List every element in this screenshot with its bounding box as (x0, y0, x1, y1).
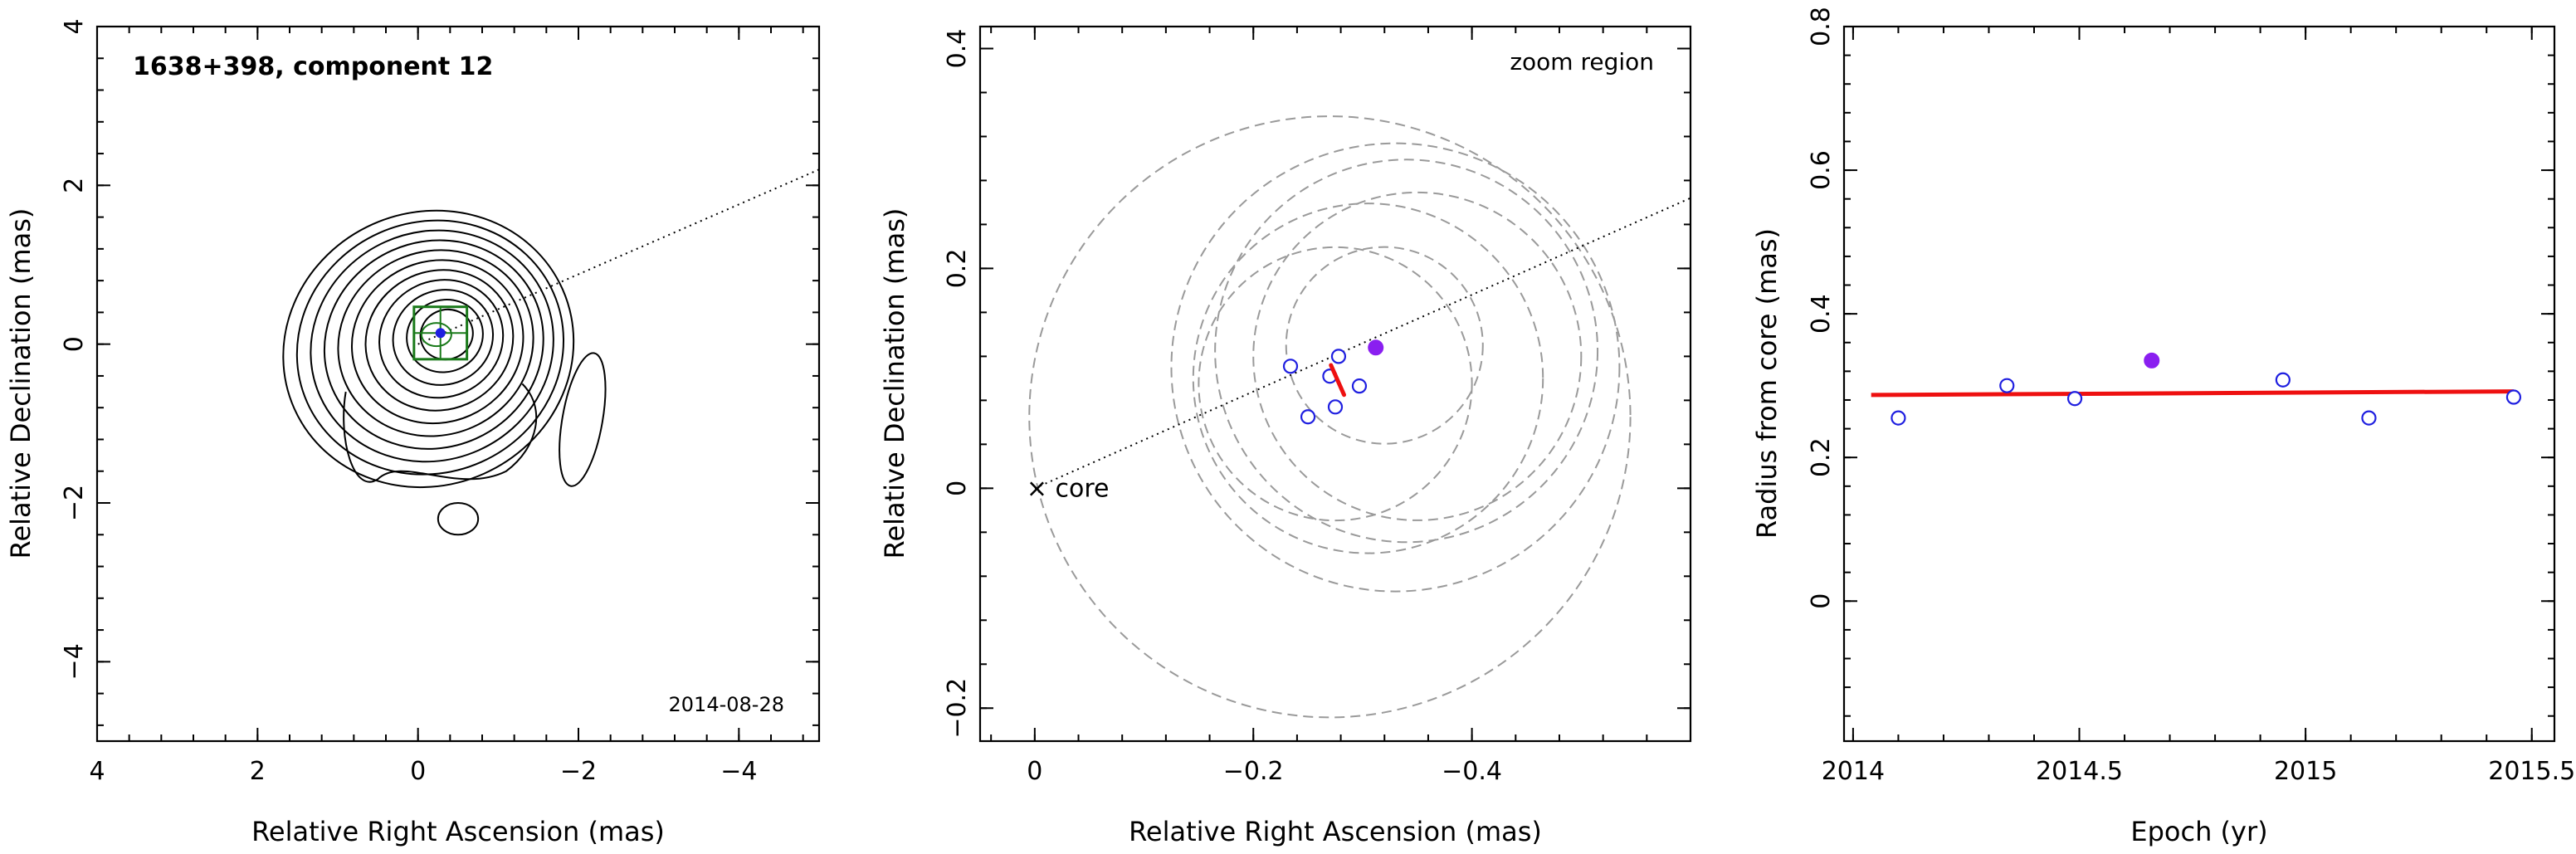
map-xtick-label: −2 (560, 757, 597, 786)
panel-radius-xlabel: Epoch (yr) (2130, 816, 2267, 847)
error-circles (1028, 115, 1632, 719)
radius-ytick-label: 0.8 (1807, 7, 1836, 46)
panel-map-frame (95, 25, 821, 743)
panel-zoom-ylabel: Relative Declination (mas) (879, 208, 910, 559)
contour-level (406, 298, 484, 373)
panel-map-ylabel: Relative Declination (mas) (5, 208, 37, 559)
panel-radius-marks (1871, 352, 2522, 426)
radius-xtick-label: 2014 (1822, 757, 1885, 786)
panel-map-title: 1638+398, component 12 (133, 52, 493, 81)
panel-map: 4 2 0 −2 −4 −4 −2 0 2 4 1638+398, component 12 20… (5, 18, 821, 847)
error-circle (1285, 246, 1484, 445)
map-ytick-label: 4 (60, 18, 89, 34)
contour-level (323, 239, 544, 450)
map-ytick-label: −4 (60, 643, 89, 680)
panel-zoom-frame (978, 25, 1692, 743)
contour-level (337, 249, 534, 437)
radius-ytick-label: 0.4 (1807, 294, 1836, 334)
contour-island-south (437, 502, 480, 536)
radius-xtick-label: 2014.5 (2036, 757, 2123, 786)
panel-radius-frame (1842, 25, 2556, 743)
position-point (1351, 378, 1368, 394)
map-xtick-label: 0 (410, 757, 426, 786)
contour-level (282, 209, 575, 489)
contour-level (350, 259, 524, 425)
error-circle (1028, 115, 1632, 719)
zoom-ytick-label: 0.2 (943, 249, 972, 289)
radius-point (1891, 410, 1906, 426)
contour-level (364, 269, 515, 412)
radius-ytick-label: 0 (1807, 593, 1836, 609)
panel-map-ticks: 4 2 0 −2 −4 −4 −2 0 2 4 (60, 18, 819, 786)
zoom-ytick-label: −0.2 (943, 678, 972, 739)
contour-map (282, 168, 819, 536)
error-circle (1252, 191, 1583, 521)
panel-map-xlabel: Relative Right Ascension (mas) (251, 816, 665, 847)
position-highlight (1368, 339, 1384, 356)
zoom-xtick-label: −0.4 (1442, 757, 1502, 786)
core-label: × core (1027, 474, 1110, 503)
radius-xtick-label: 2015 (2274, 757, 2337, 786)
error-circle (1214, 159, 1599, 544)
contour-level (378, 279, 505, 399)
zoom-ytick-label: 0 (943, 481, 972, 496)
panel-zoom-xlabel: Relative Right Ascension (mas) (1129, 816, 1542, 847)
radius-point-highlight (2144, 352, 2160, 368)
component-marker (435, 328, 446, 339)
contour-level (392, 289, 495, 386)
panel-zoom-ticks: 0 −0.2 −0.4 −0.2 0 0.2 0.4 (943, 27, 1691, 786)
error-circle (1198, 246, 1473, 522)
error-circle (1170, 142, 1621, 593)
zoom-ytick-label: 0.4 (943, 29, 972, 69)
map-ytick-label: 0 (60, 336, 89, 352)
zoom-xtick-label: −0.2 (1223, 757, 1284, 786)
jet-axis-line (1034, 197, 1690, 490)
map-xtick-label: 4 (89, 757, 105, 786)
map-ytick-label: −2 (60, 485, 89, 521)
panel-zoom-title: zoom region (1510, 48, 1654, 76)
panel-zoom: 0 −0.2 −0.4−0.200.20.4 × core zoom region … (879, 25, 1692, 847)
radius-point (2505, 389, 2522, 405)
panel-map-marks (412, 305, 469, 361)
map-xtick-label: 2 (250, 757, 266, 786)
radius-point (2275, 372, 2291, 388)
fit-line (1871, 389, 2514, 398)
panel-zoom-marks: × core (1027, 197, 1690, 503)
panel-radius-ticks: 2014 2014.5 2015 2015.5 0 0.2 0.4 0.6 0.8 (1807, 7, 2575, 786)
map-ytick-label: 2 (60, 178, 89, 193)
position-point (1330, 349, 1347, 364)
contour-level (310, 229, 554, 463)
position-point (1327, 399, 1344, 415)
radius-point (1999, 378, 2015, 393)
position-point (1300, 409, 1316, 425)
contour-level (419, 308, 474, 361)
error-circle (1192, 203, 1544, 554)
position-point (1282, 359, 1299, 374)
radius-xtick-label: 2015.5 (2488, 757, 2575, 786)
radius-point (2066, 391, 2083, 407)
contour-level (295, 219, 565, 476)
panel-map-date: 2014-08-28 (669, 693, 784, 716)
radius-point (2361, 410, 2377, 426)
velocity-vector (1329, 363, 1347, 398)
radius-ytick-label: 0.6 (1807, 150, 1836, 190)
component-beam-ellipse (420, 322, 452, 348)
radius-ytick-label: 0.2 (1807, 437, 1836, 477)
contour-island-east (559, 352, 607, 487)
panel-radius-ylabel: Radius from core (mas) (1751, 228, 1783, 539)
map-xtick-label: −4 (720, 757, 757, 786)
contour-outer-extension (343, 383, 538, 483)
panel-radius: 2014 2014.5 2015 2015.5 0 0.2 0.4 0.6 0.8 Epoch … (1751, 7, 2575, 847)
zoom-xtick-label: 0 (1027, 757, 1042, 786)
